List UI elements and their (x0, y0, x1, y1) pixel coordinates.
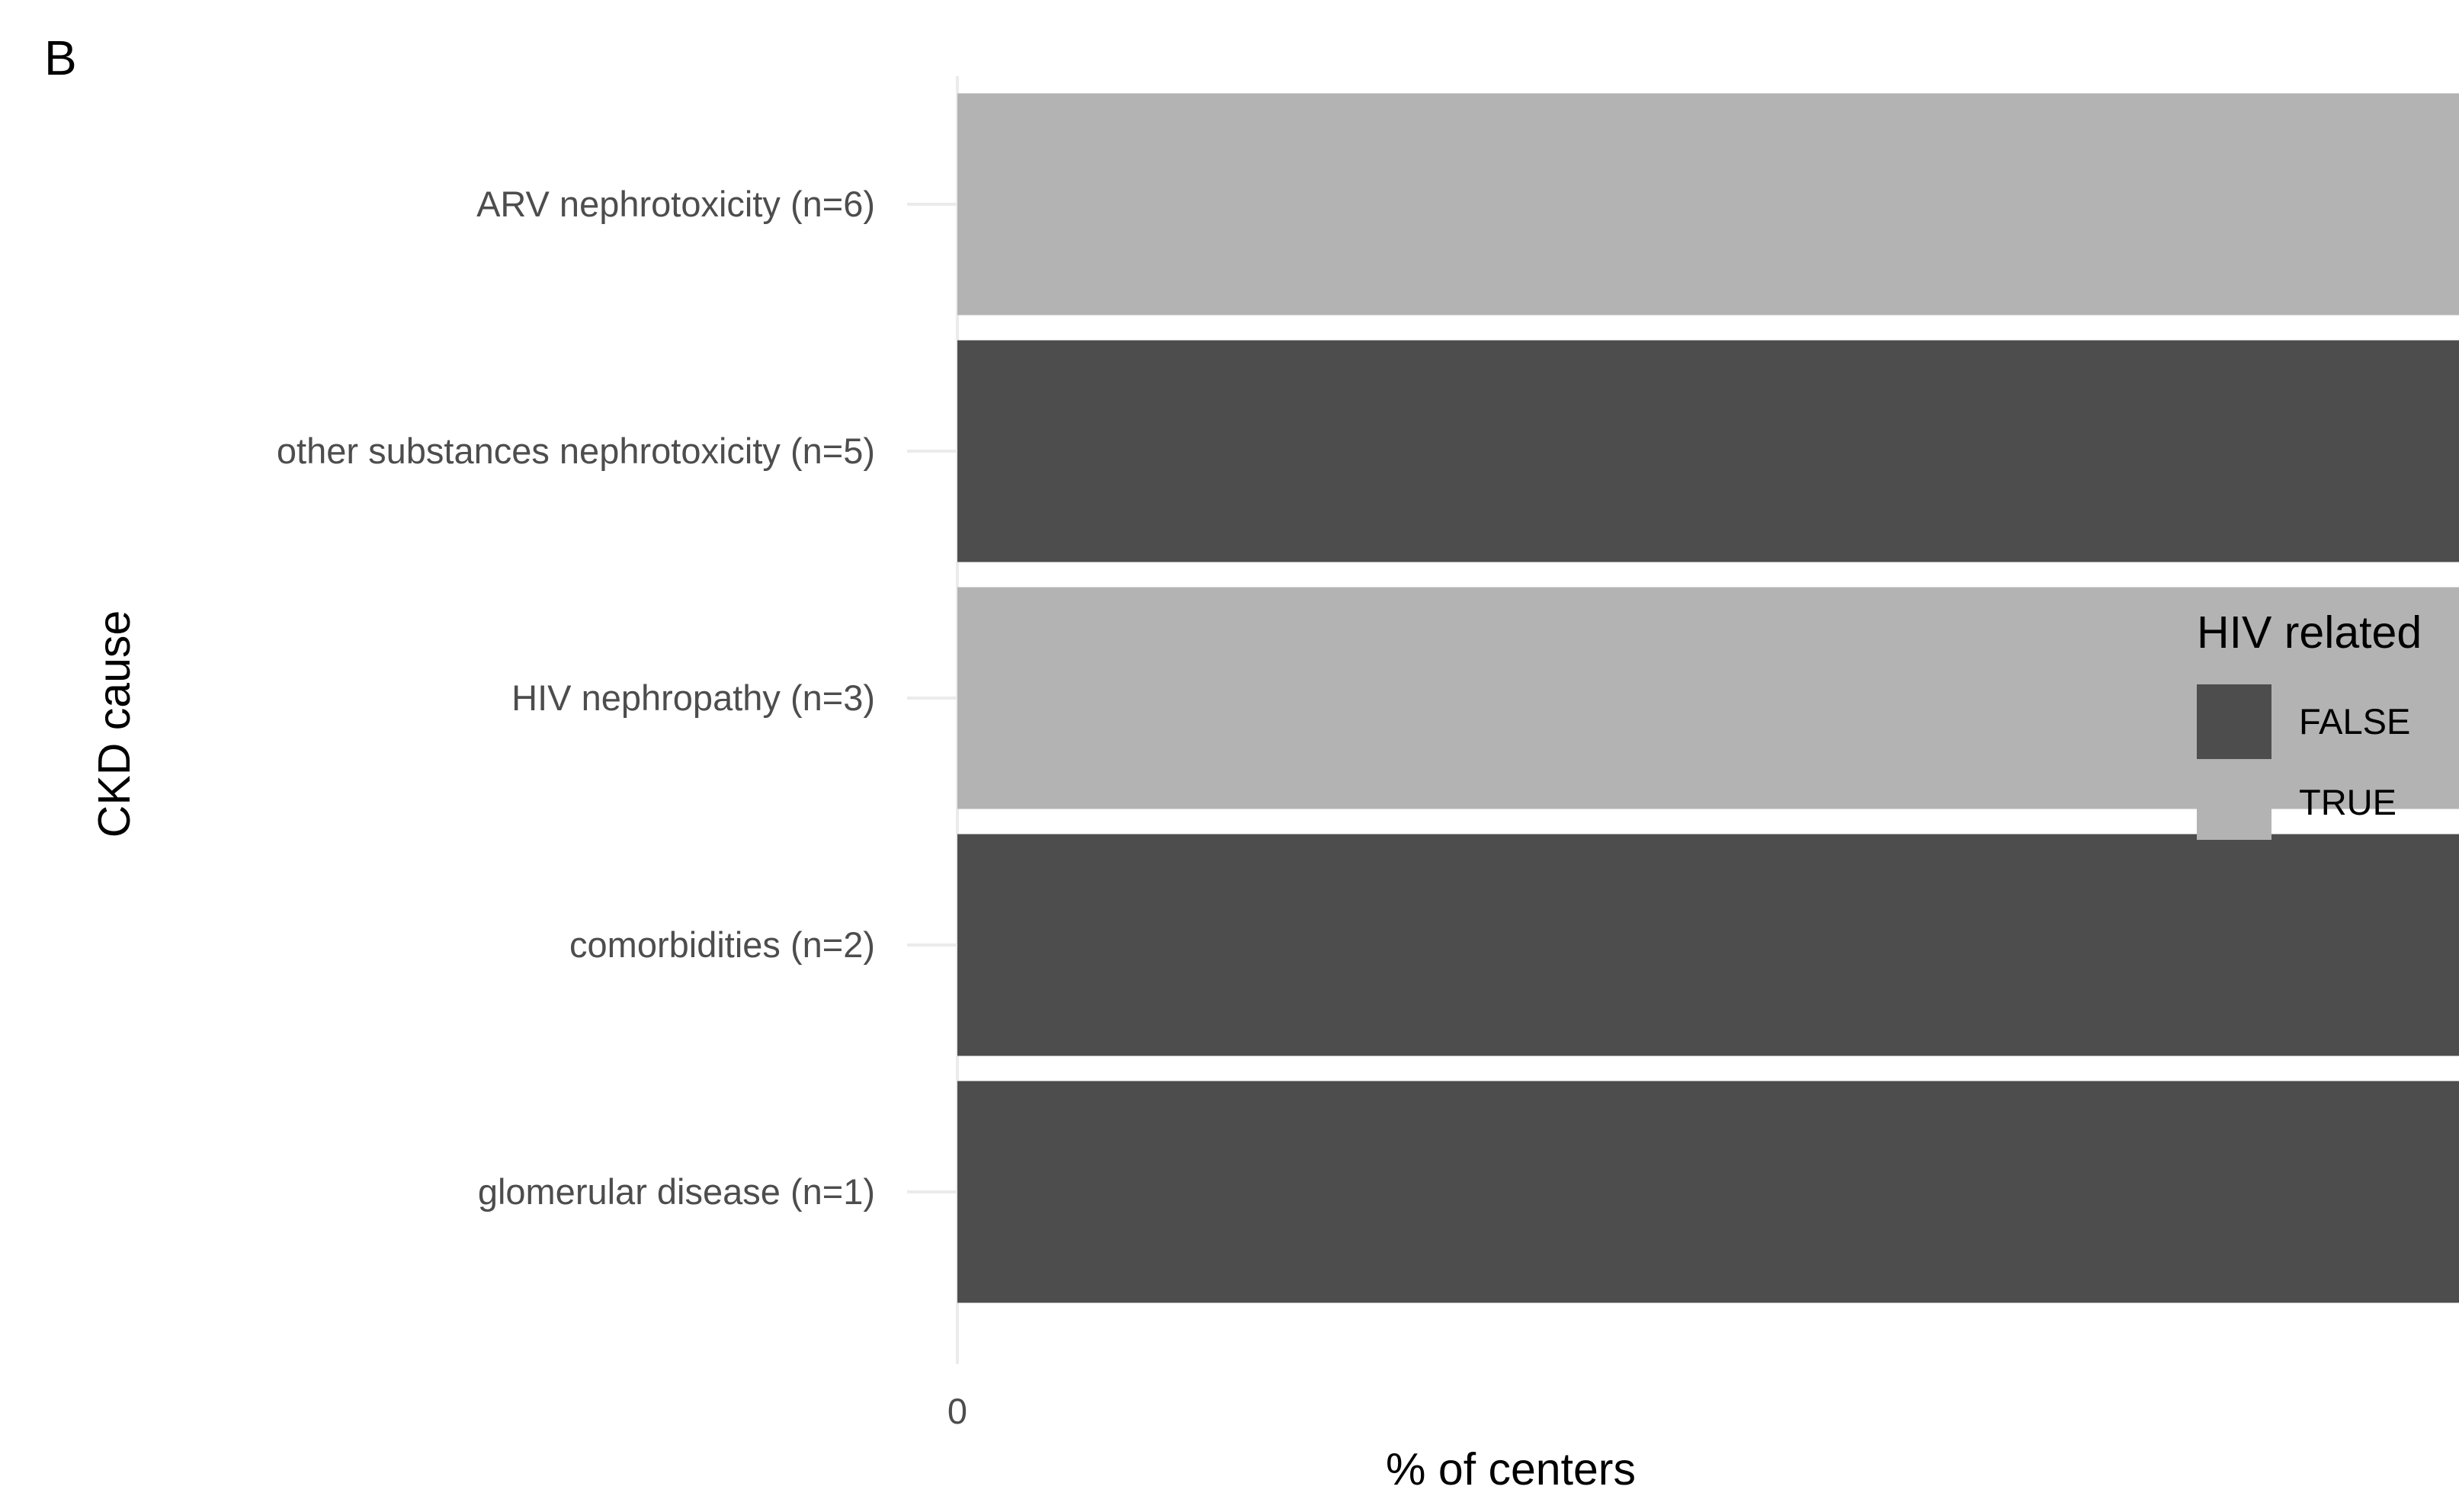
y-tick-label: comorbidities (n=2) (569, 924, 875, 965)
y-tick-label: glomerular disease (n=1) (478, 1171, 875, 1212)
legend: HIV related FALSE TRUE (2197, 607, 2422, 840)
x-axis-title: % of centers (1386, 1444, 1636, 1494)
legend-label: TRUE (2299, 782, 2396, 822)
bar (957, 1081, 2459, 1303)
legend-key (2197, 684, 2271, 759)
bar (957, 93, 2459, 316)
bars (957, 93, 2459, 1303)
y-tick-label: HIV nephropathy (n=3) (511, 678, 875, 718)
legend-title: HIV related (2197, 607, 2422, 658)
bar (957, 340, 2459, 562)
y-tick-label: ARV nephrotoxicity (n=6) (476, 184, 875, 224)
legend-label: FALSE (2299, 701, 2410, 742)
x-tick-label: 0 (947, 1391, 967, 1431)
y-tick-label: other substances nephrotoxicity (n=5) (277, 431, 875, 471)
panel-label: B (44, 30, 77, 85)
legend-key (2197, 765, 2271, 840)
bar (957, 834, 2459, 1056)
y-tick-labels: ARV nephrotoxicity (n=6) other substances… (277, 184, 875, 1212)
y-axis-title: CKD cause (89, 610, 139, 838)
x-tick-labels: 0102030 (947, 1391, 967, 1431)
